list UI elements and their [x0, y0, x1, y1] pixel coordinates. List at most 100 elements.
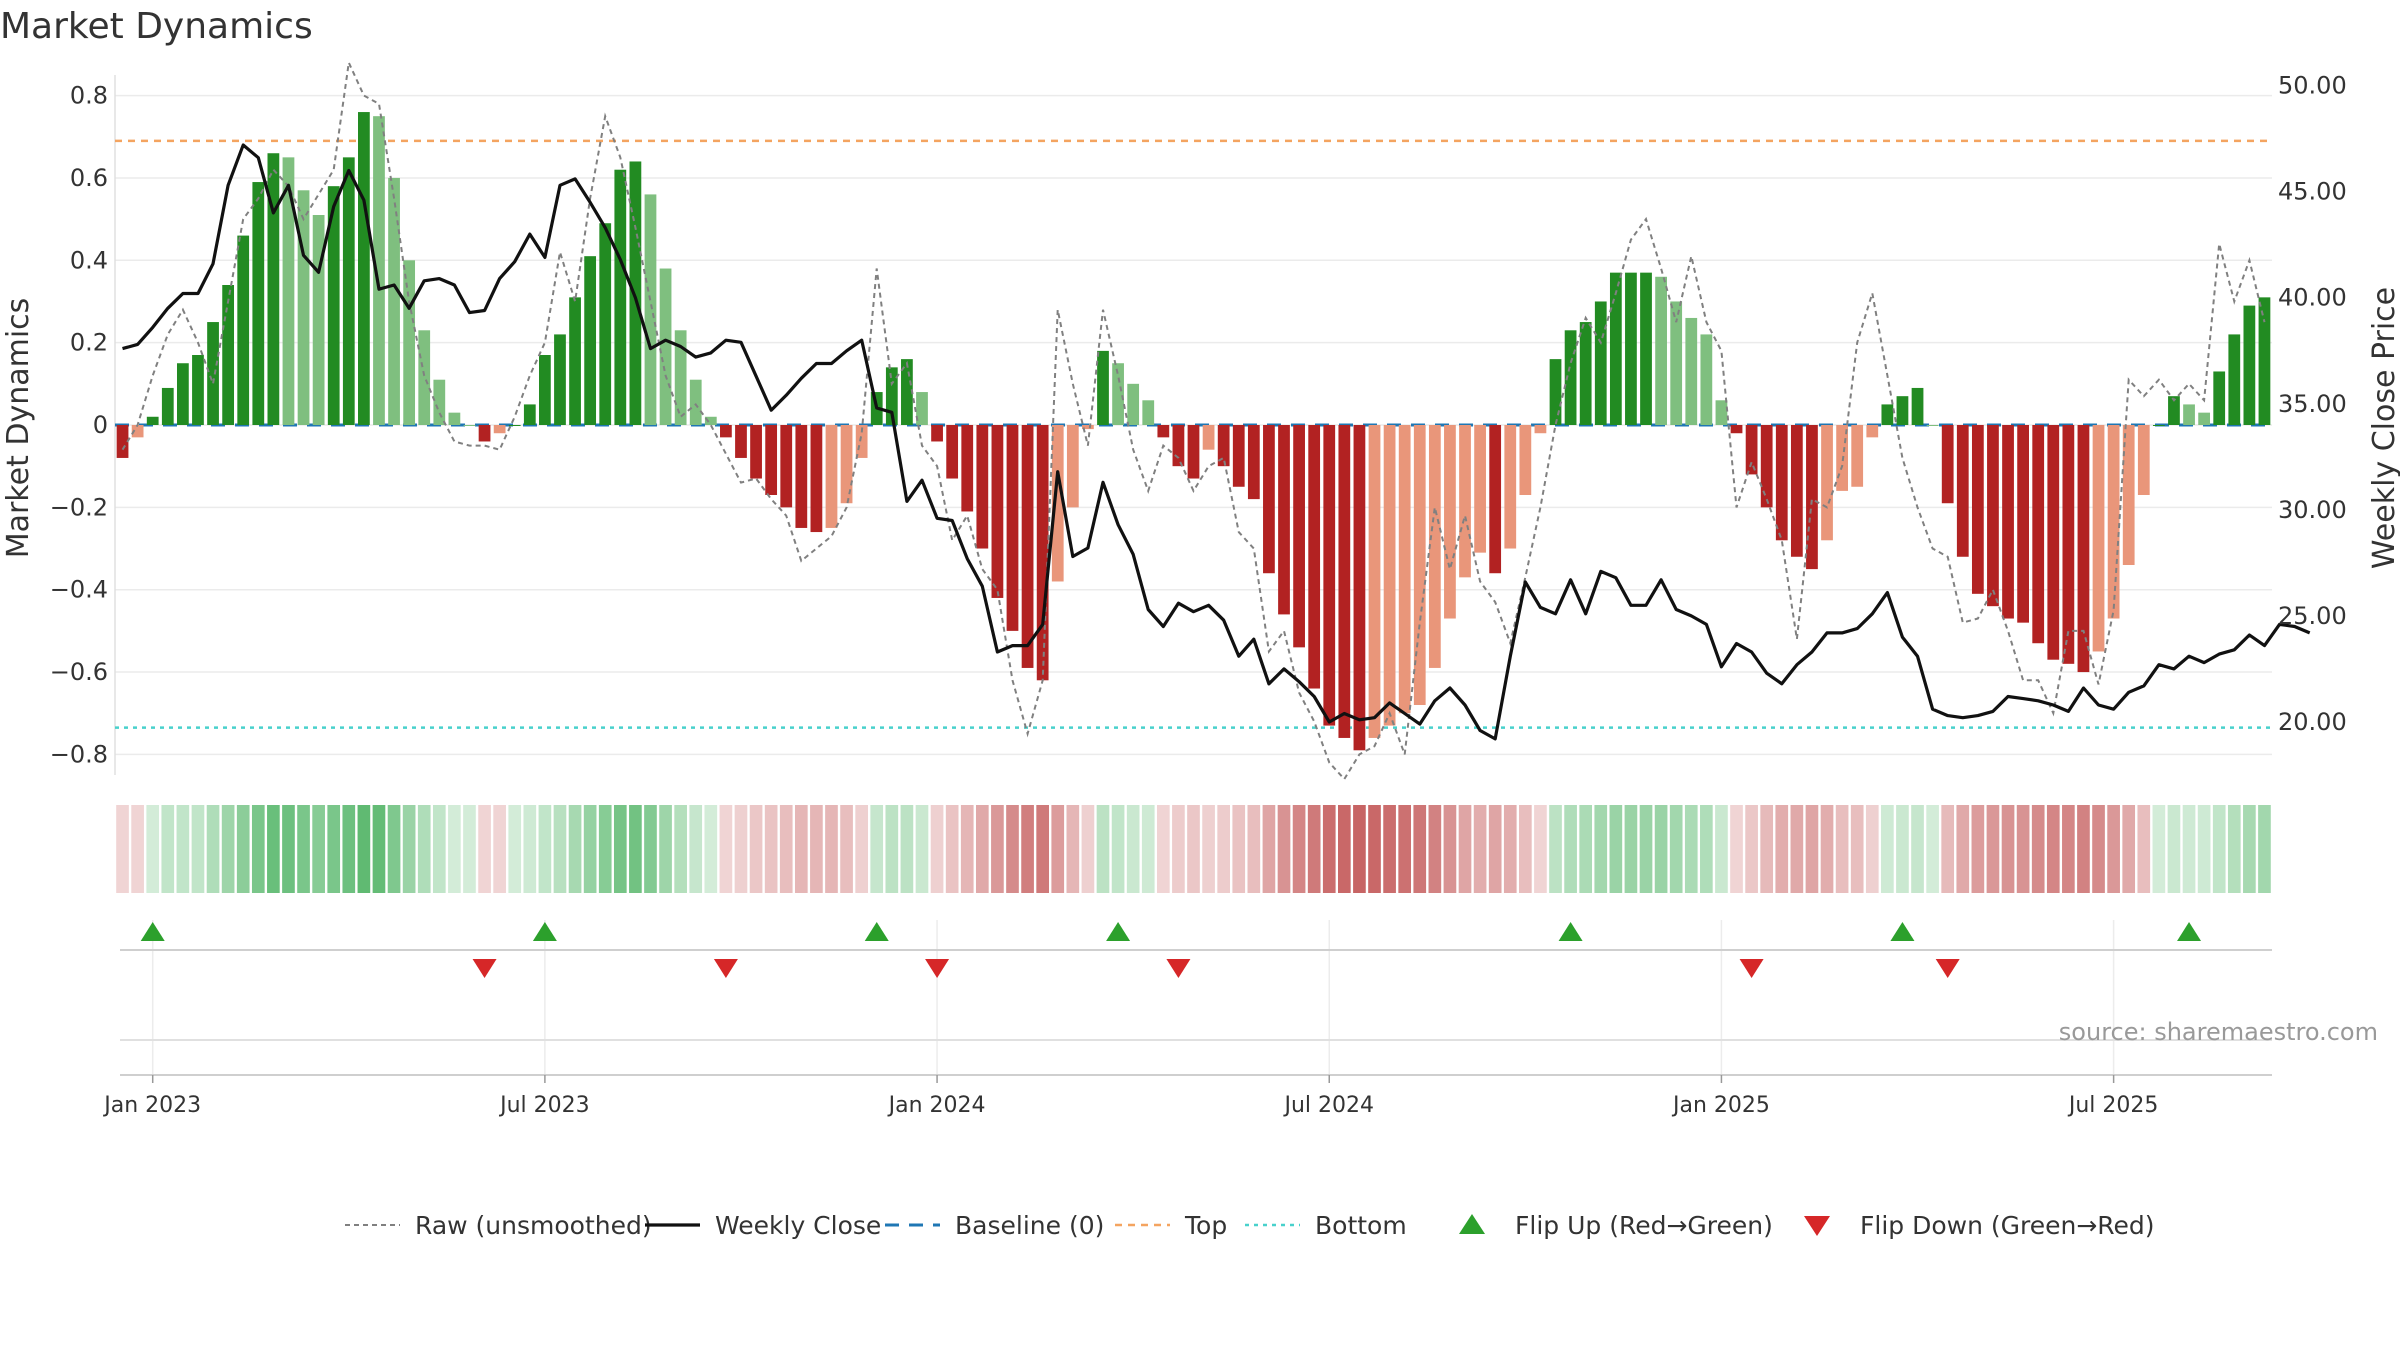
regime-cell [1624, 805, 1638, 893]
regime-cell [538, 805, 552, 893]
regime-cell [493, 805, 506, 893]
regime-cell [810, 805, 823, 893]
regime-cell [1081, 805, 1095, 893]
dynamics-bar [1353, 425, 1366, 751]
regime-cell [825, 805, 838, 893]
regime-cell [674, 805, 687, 893]
dynamics-bar [1579, 322, 1592, 425]
dynamics-bar [1926, 425, 1939, 426]
regime-cell [1458, 805, 1472, 893]
regime-cell [2243, 805, 2256, 893]
dynamics-bar [1609, 272, 1622, 425]
regime-cell [1835, 805, 1849, 893]
regime-cell [1684, 805, 1698, 893]
regime-cell [840, 805, 853, 893]
regime-cell [327, 805, 341, 893]
legend-label: Flip Up (Red→Green) [1515, 1211, 1773, 1240]
reference-lines [115, 139, 2272, 729]
regime-cell [1202, 805, 1215, 893]
regime-cell [568, 805, 582, 893]
regime-cell [1715, 805, 1728, 893]
dynamics-bar [689, 379, 702, 425]
dynamics-bar [1670, 301, 1683, 425]
regime-cell [719, 805, 733, 893]
dynamics-bar [2032, 425, 2045, 644]
legend-swatch [1804, 1216, 1830, 1236]
dynamics-bar [2137, 425, 2150, 495]
dynamics-bar [674, 330, 687, 425]
dynamics-bar [192, 355, 204, 425]
regime-cell [1639, 805, 1653, 893]
regime-cell [1413, 805, 1427, 893]
dynamics-bar [2152, 425, 2165, 426]
dynamics-bar [1127, 383, 1140, 425]
regime-cell [1307, 805, 1321, 893]
dynamics-bar [2243, 305, 2256, 425]
dynamics-bar [2077, 425, 2090, 673]
regime-cell [357, 805, 371, 893]
regime-cell [975, 805, 989, 893]
dynamics-bar [629, 161, 642, 425]
dynamics-bar [1232, 425, 1245, 487]
dynamics-bar [1519, 425, 1532, 495]
dynamics-bar [478, 425, 491, 442]
regime-cell [116, 805, 129, 893]
regime-cell [1398, 805, 1412, 893]
dynamics-bar [131, 425, 144, 438]
regime-cell [1911, 805, 1924, 893]
flip-markers-panel [120, 922, 2272, 1076]
legend-item-baseline: Baseline (0) [885, 1211, 1104, 1240]
regime-cell [2092, 805, 2105, 893]
dynamics-bar [1775, 425, 1788, 541]
flip-up-marker [2177, 922, 2202, 941]
regime-cell [1534, 805, 1547, 893]
market-dynamics-bars [116, 112, 2271, 751]
x-tick-label: Jan 2025 [1671, 1093, 1770, 1118]
y2-tick-label: 25.00 [2278, 602, 2347, 630]
dynamics-bar [750, 425, 762, 479]
flip-down-marker [713, 959, 738, 978]
y-tick-label: −0.8 [50, 740, 108, 768]
legend-item-flip-down: Flip Down (Green→Red) [1804, 1211, 2155, 1240]
regime-cell [1187, 805, 1200, 893]
regime-cell [191, 805, 205, 893]
dynamics-bar [599, 223, 612, 425]
flip-down-marker [1935, 959, 1960, 978]
dynamics-bar [1941, 425, 1954, 504]
flip-up-marker [140, 922, 165, 941]
regime-cell [478, 805, 491, 893]
y2-tick-label: 20.00 [2278, 708, 2347, 736]
dynamics-bar [418, 330, 431, 425]
flip-up-marker [1106, 922, 1131, 941]
regime-cell [991, 805, 1004, 893]
regime-cell [613, 805, 627, 893]
dynamics-bar [161, 387, 174, 425]
regime-cell [2016, 805, 2030, 893]
flip-up-marker [1558, 922, 1583, 941]
chart-title: Market Dynamics [0, 6, 313, 47]
regime-cell [1172, 805, 1185, 893]
regime-cell [1926, 805, 1939, 893]
dynamics-bar [252, 182, 265, 425]
dynamics-bar [931, 425, 943, 442]
regime-cell [417, 805, 431, 893]
regime-cell [312, 805, 325, 893]
regime-cell [131, 805, 144, 893]
price-lines [121, 59, 2311, 781]
legend: Raw (unsmoothed) Weekly Close Baseline (0)… [345, 1211, 2155, 1240]
regime-cell [206, 805, 220, 893]
regime-cell [1096, 805, 1110, 893]
dynamics-bar [2168, 396, 2180, 425]
regime-cell [885, 805, 899, 893]
dynamics-bar [1112, 363, 1124, 425]
dynamics-bar [2092, 425, 2105, 652]
regime-cell [2031, 805, 2045, 893]
dynamics-bar [373, 116, 385, 426]
y2-tick-label: 35.00 [2278, 390, 2347, 418]
regime-cell [930, 805, 944, 893]
regime-cell [523, 805, 537, 893]
dynamics-bar [569, 297, 581, 425]
regime-cell [432, 805, 446, 893]
dynamics-bar [735, 425, 747, 458]
